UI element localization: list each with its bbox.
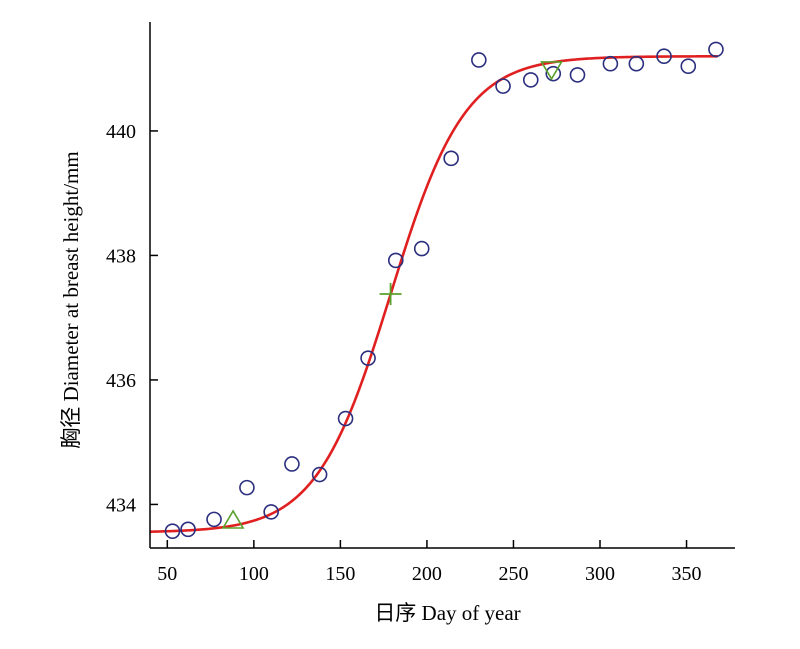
data-point	[628, 55, 645, 72]
x-tick-label: 100	[239, 563, 269, 585]
plot-area	[149, 41, 724, 539]
inflection-end-marker	[540, 61, 563, 81]
data-point	[602, 55, 619, 72]
data-point	[680, 58, 697, 74]
x-tick-label: 50	[157, 563, 177, 585]
data-point	[284, 456, 300, 472]
x-tick-label: 350	[672, 563, 702, 585]
midpoint-plus-marker	[379, 283, 402, 306]
data-point	[239, 479, 255, 496]
inflection-start-marker	[221, 509, 245, 529]
x-tick-label: 200	[412, 563, 442, 585]
data-point	[387, 252, 404, 269]
x-tick-label: 150	[325, 563, 355, 585]
x-axis-ticks: 50 100 150 200 250 300 350	[157, 540, 702, 585]
data-point	[495, 78, 511, 94]
y-axis-ticks: 434 436 438 440	[106, 121, 158, 516]
data-point	[471, 52, 487, 68]
fitted-logistic-curve	[149, 55, 718, 533]
data-point	[263, 504, 279, 520]
y-tick-label: 440	[106, 121, 136, 143]
data-point	[164, 523, 181, 539]
data-point	[545, 65, 562, 82]
x-tick-label: 300	[585, 563, 615, 585]
data-point	[443, 150, 459, 167]
y-axis-title: 胸径 Diameter at breast height/mm	[59, 151, 83, 448]
x-axis-title: 日序 Day of year	[374, 601, 520, 625]
data-point	[656, 48, 672, 65]
data-point	[522, 72, 539, 88]
y-tick-label: 434	[106, 494, 136, 516]
data-point	[180, 521, 196, 538]
data-point	[413, 240, 430, 257]
data-point	[311, 466, 328, 483]
data-point	[337, 410, 354, 427]
data-point	[360, 350, 376, 366]
data-point	[569, 67, 586, 83]
data-point	[206, 511, 222, 528]
y-tick-label: 438	[106, 245, 136, 267]
data-point	[708, 41, 724, 58]
axes: 50 100 150 200 250 300 350 434 436 438 440	[106, 22, 735, 585]
y-tick-label: 436	[106, 370, 136, 392]
x-tick-label: 250	[498, 563, 528, 585]
